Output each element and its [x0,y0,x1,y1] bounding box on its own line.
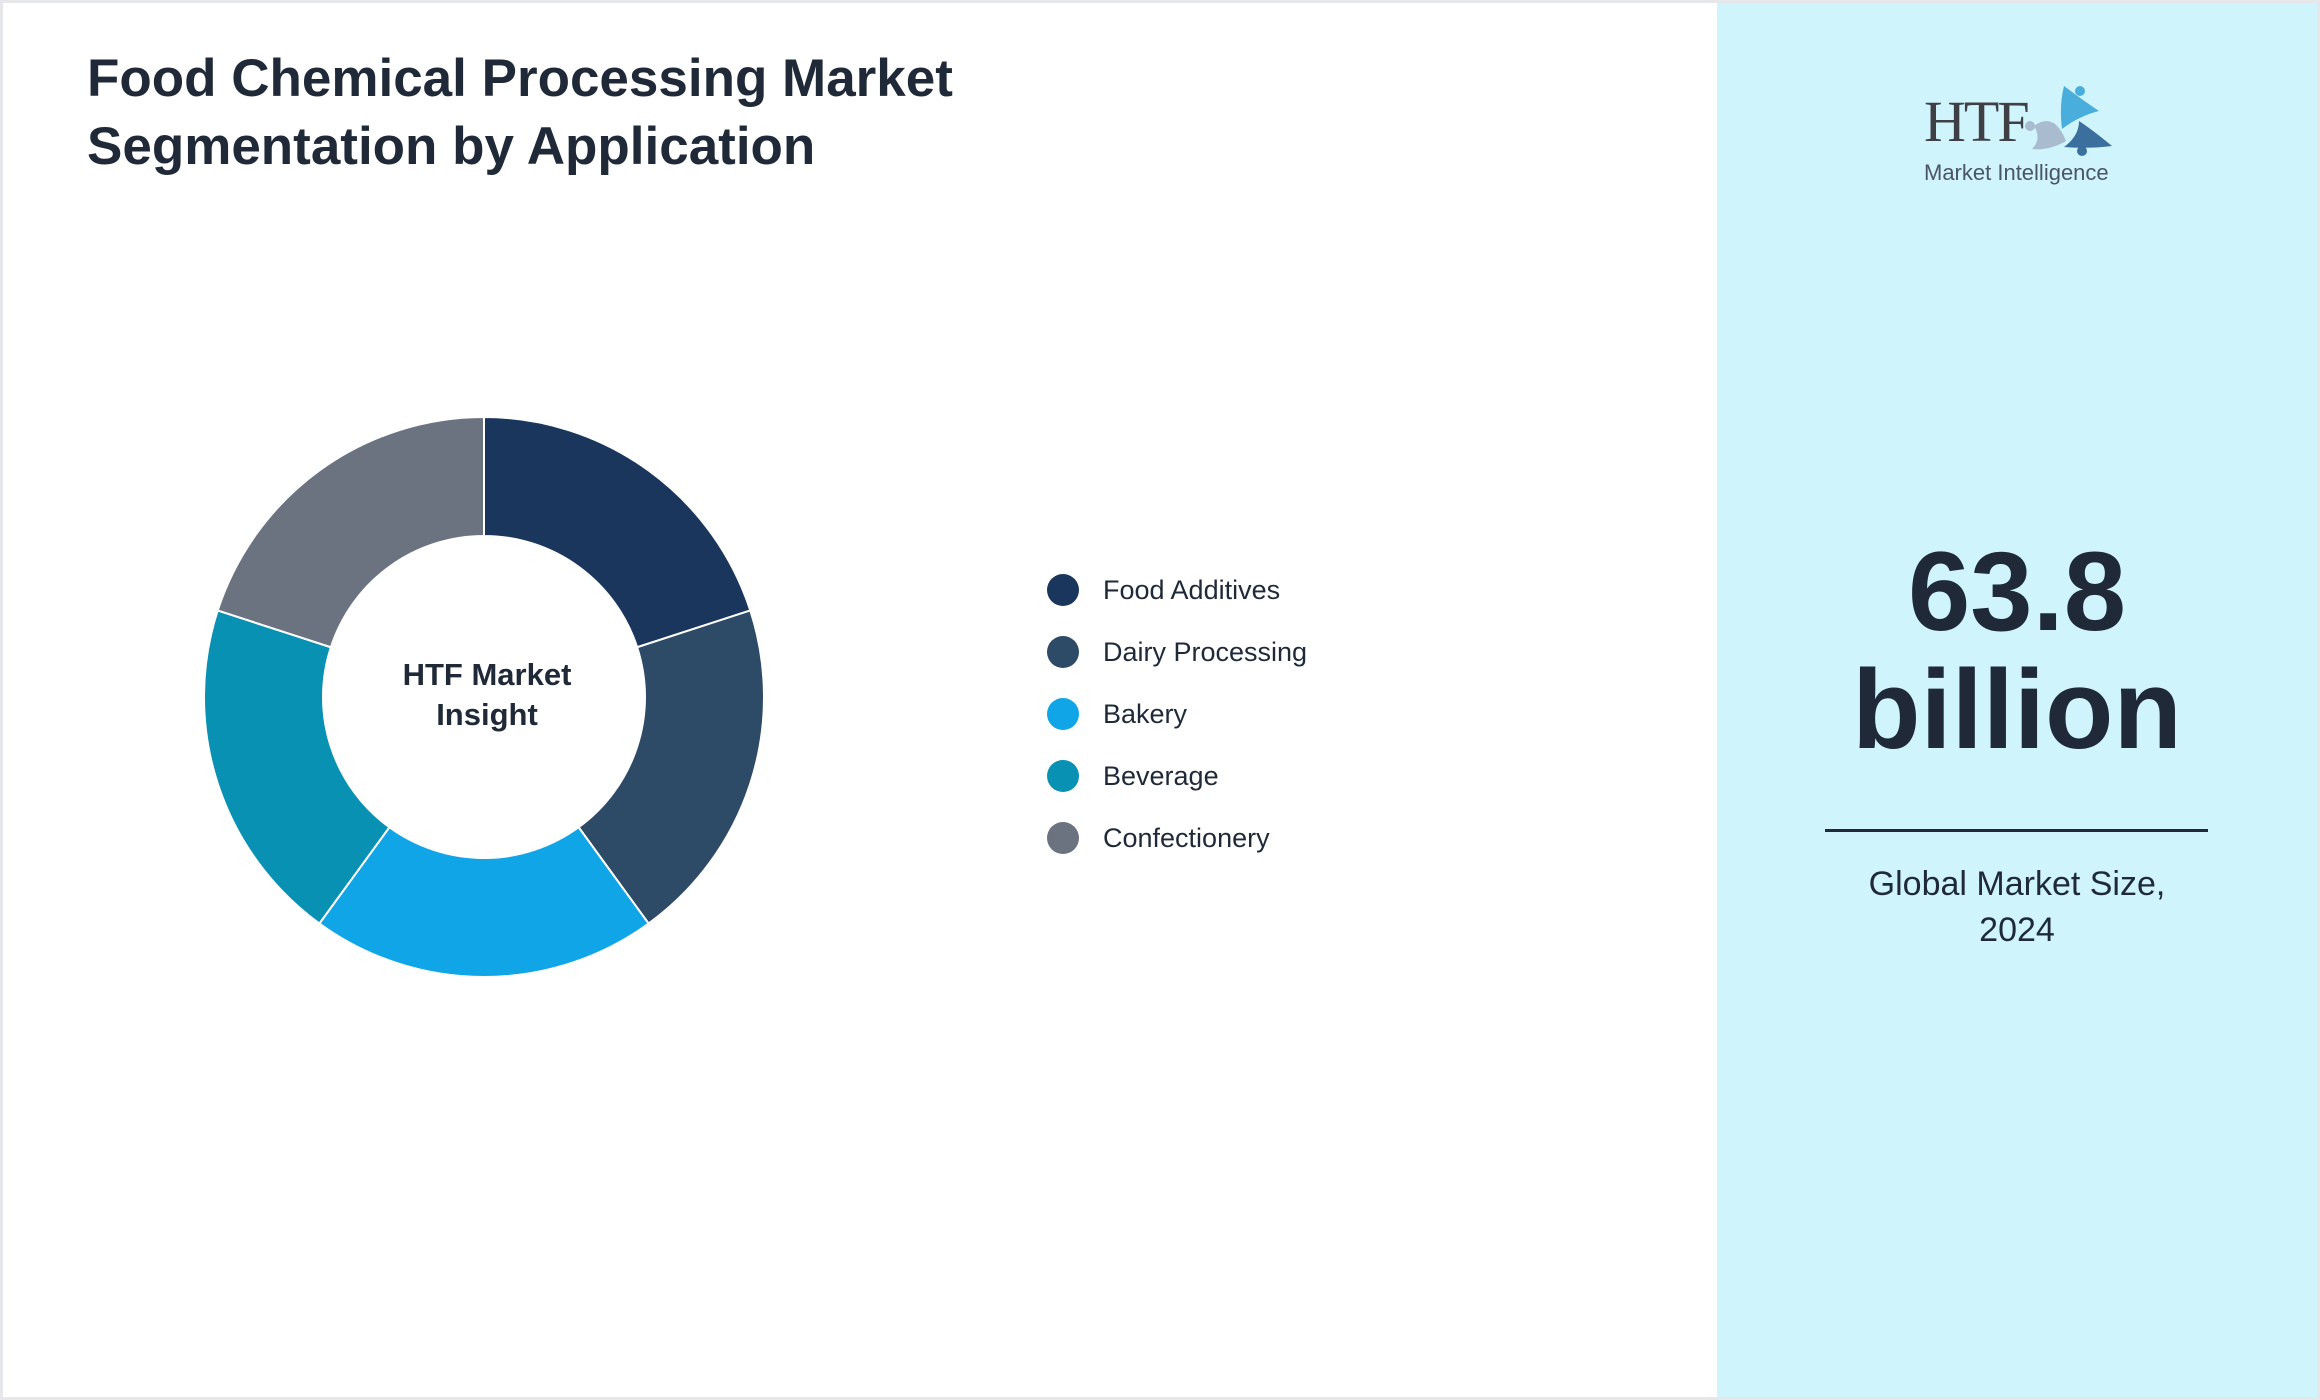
legend-item[interactable]: Beverage [1047,745,1307,807]
market-size-value: 63.8 billion [1717,533,2317,769]
donut-center-label: HTF Market Insight [387,655,587,735]
divider [1825,829,2208,832]
caption-line-2: 2024 [1979,911,2055,949]
market-size-panel: HTF Market Intelligence 63.8 billion Glo… [1717,3,2317,1397]
legend-color-dot [1047,636,1079,668]
market-value-number: 63.8 [1908,529,2126,654]
page-title: Food Chemical Processing Market Segmenta… [87,45,1187,181]
center-label-line-1: HTF Market [402,657,572,692]
legend-item[interactable]: Confectionery [1047,807,1307,869]
center-label-line-2: Insight [436,697,538,732]
htf-logo: HTF Market Intelligence [1924,81,2124,191]
legend-item[interactable]: Dairy Processing [1047,621,1307,683]
legend-color-dot [1047,574,1079,606]
donut-slice-dairy-processing[interactable] [577,609,765,925]
legend-color-dot [1047,760,1079,792]
legend-label: Dairy Processing [1103,637,1308,667]
legend-label: Food Additives [1103,575,1281,605]
market-size-caption: Global Market Size, 2024 [1717,861,2317,953]
legend-label: Beverage [1103,761,1219,791]
title-line-1: Food Chemical Processing Market [87,49,953,108]
donut-slice-beverage[interactable] [203,609,391,925]
legend-item[interactable]: Food Additives [1047,559,1307,621]
donut-chart [203,415,765,979]
title-line-2: Segmentation by Application [87,117,816,176]
chart-panel: Food Chemical Processing Market Segmenta… [3,3,1717,1397]
legend-label: Bakery [1103,699,1188,729]
logo-figures-icon [2025,86,2112,156]
logo-subtext: Market Intelligence [1924,160,2109,185]
donut-slice-food-additives[interactable] [483,415,752,649]
logo-text: HTF [1924,89,2030,154]
legend-color-dot [1047,698,1079,730]
market-value-unit: billion [1852,647,2182,772]
chart-legend: Food Additives Dairy Processing Bakery Beve… [1047,559,1307,869]
legend-color-dot [1047,822,1079,854]
donut-slice-bakery[interactable] [318,825,650,979]
legend-item[interactable]: Bakery [1047,683,1307,745]
caption-line-1: Global Market Size, [1868,865,2166,903]
legend-label: Confectionery [1103,823,1270,853]
donut-slice-confectionery[interactable] [216,415,485,649]
